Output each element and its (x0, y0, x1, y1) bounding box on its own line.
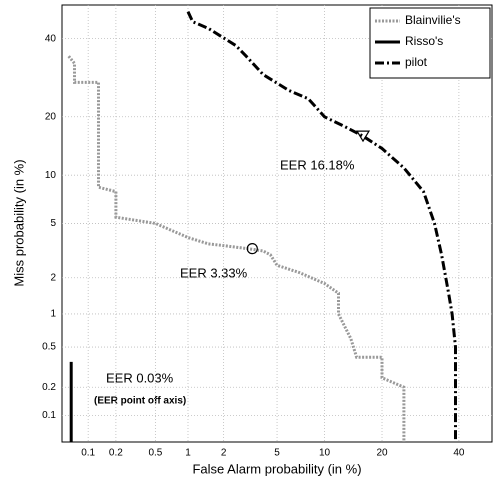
annotation: EER 3.33% (180, 265, 248, 280)
eer-marker (246, 243, 258, 255)
y-tick-label: 40 (45, 33, 57, 44)
x-tick-label: 10 (319, 448, 331, 459)
y-tick-label: 2 (50, 272, 56, 283)
x-tick-label: 1 (185, 448, 191, 459)
legend-label: Blainvilie's (405, 13, 461, 27)
x-tick-label: 2 (221, 448, 227, 459)
y-tick-label: 0.2 (42, 382, 56, 393)
y-tick-label: 10 (45, 170, 57, 181)
x-tick-label: 0.2 (109, 448, 123, 459)
x-tick-label: 0.1 (81, 448, 95, 459)
x-tick-label: 40 (453, 448, 465, 459)
x-tick-label: 0.5 (148, 448, 162, 459)
legend-label: pilot (405, 55, 428, 69)
annotation: EER 16.18% (280, 157, 355, 172)
y-tick-label: 0.1 (42, 410, 56, 421)
y-tick-label: 20 (45, 111, 57, 122)
x-axis-label: False Alarm probability (in %) (192, 461, 361, 476)
legend-label: Risso's (405, 34, 443, 48)
annotation: (EER point off axis) (94, 396, 186, 407)
x-tick-label: 5 (274, 448, 280, 459)
det-curve (186, 11, 457, 442)
y-tick-label: 1 (50, 309, 56, 320)
annotation: EER 0.03% (106, 370, 174, 385)
x-tick-label: 20 (376, 448, 388, 459)
y-tick-label: 5 (50, 218, 56, 229)
y-axis-label: Miss probability (in %) (11, 159, 26, 286)
det-curve (67, 55, 406, 442)
y-tick-label: 0.5 (42, 342, 56, 353)
eer-marker (355, 130, 371, 143)
